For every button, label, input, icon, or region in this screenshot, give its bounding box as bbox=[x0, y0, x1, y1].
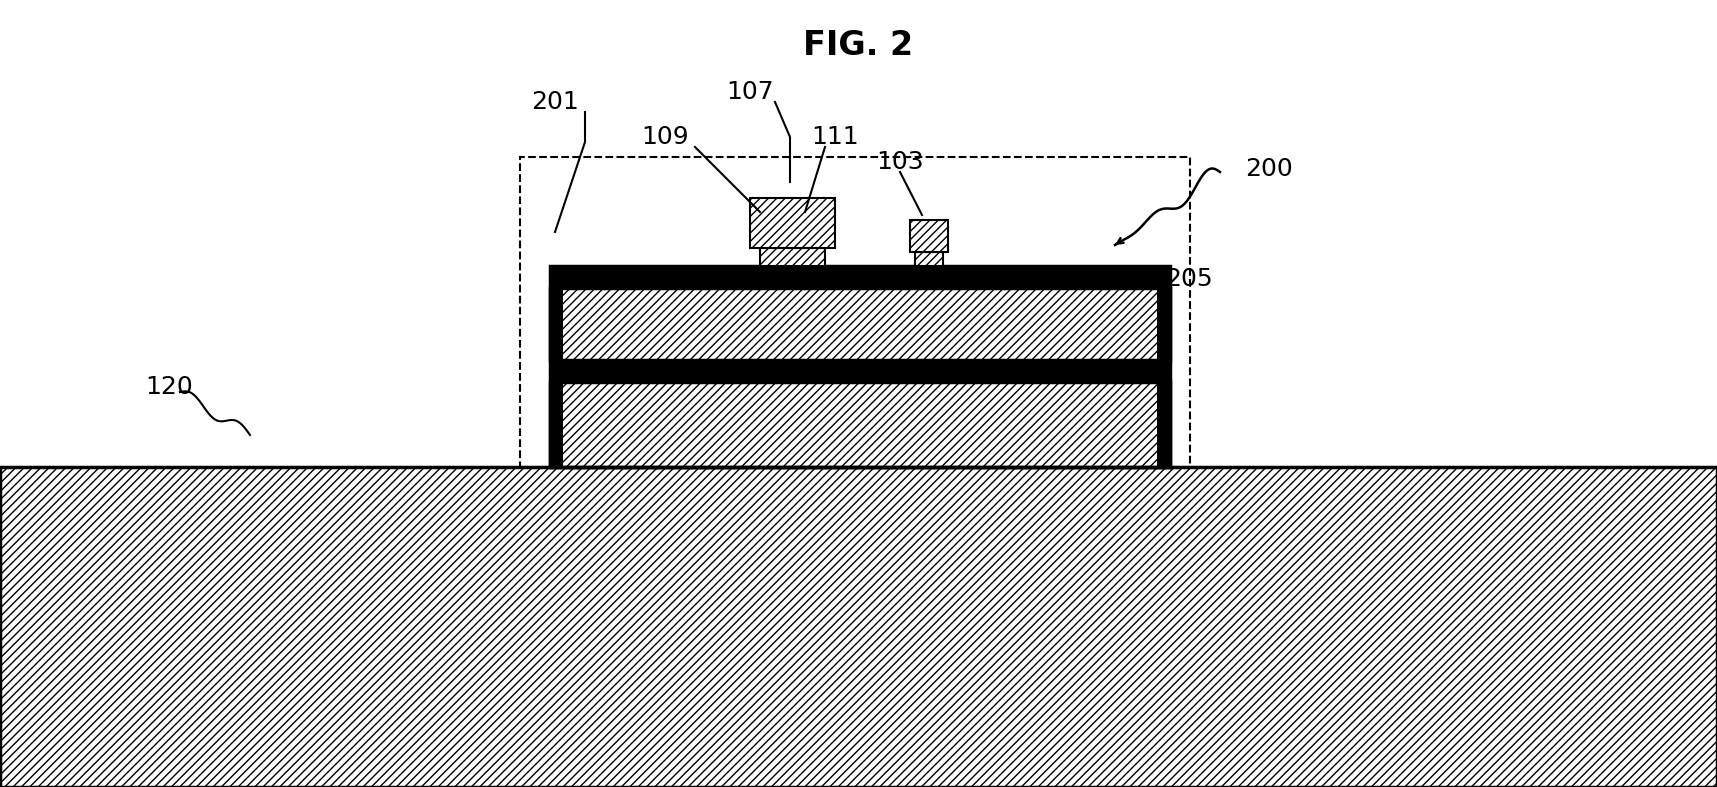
Bar bbox=[761, 248, 824, 266]
Bar bbox=[549, 266, 1169, 467]
Text: 120: 120 bbox=[144, 375, 192, 399]
Text: 103: 103 bbox=[876, 150, 924, 174]
Text: 107: 107 bbox=[726, 80, 774, 104]
Bar bbox=[549, 266, 1169, 288]
Bar bbox=[549, 288, 1169, 360]
Bar bbox=[549, 382, 1169, 467]
Bar bbox=[549, 266, 563, 467]
Bar bbox=[750, 198, 834, 248]
Text: 109: 109 bbox=[640, 125, 689, 149]
Bar bbox=[1157, 266, 1169, 467]
Bar bbox=[910, 220, 948, 252]
Bar bbox=[0, 467, 1717, 787]
Bar bbox=[549, 360, 1169, 382]
Text: FIG. 2: FIG. 2 bbox=[804, 28, 913, 61]
Bar bbox=[915, 252, 943, 266]
Bar bbox=[520, 157, 1190, 467]
Text: 201: 201 bbox=[531, 90, 579, 114]
Text: 111: 111 bbox=[810, 125, 858, 149]
Text: 200: 200 bbox=[1245, 157, 1293, 181]
Text: 205: 205 bbox=[1166, 267, 1212, 291]
